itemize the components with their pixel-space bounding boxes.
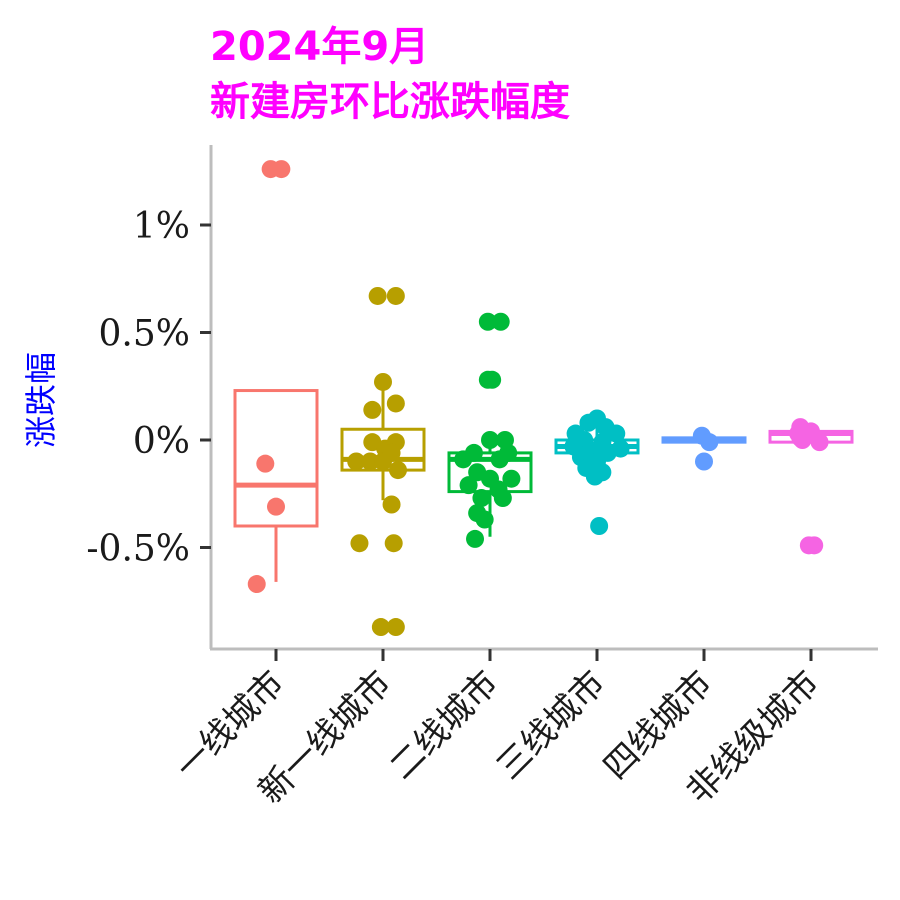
- data-point: [347, 452, 366, 471]
- data-point: [590, 517, 609, 535]
- data-point: [502, 469, 521, 488]
- data-point: [472, 489, 491, 508]
- data-point: [700, 433, 719, 452]
- data-point: [386, 286, 405, 305]
- data-point: [388, 461, 407, 480]
- data-point: [267, 497, 285, 516]
- data-point: [478, 312, 497, 331]
- data-point: [493, 489, 512, 508]
- data-point: [386, 618, 405, 637]
- y-tick-label: -0.5%: [86, 529, 190, 570]
- data-point: [695, 452, 713, 471]
- box-group: [233, 389, 319, 582]
- data-point: [481, 431, 499, 449]
- data-point: [466, 529, 485, 548]
- data-point: [454, 450, 473, 469]
- data-point: [361, 452, 380, 471]
- y-axis-label: 涨跌幅: [22, 352, 60, 448]
- y-tick-label: 0.5%: [99, 314, 190, 355]
- data-point: [382, 443, 401, 462]
- y-axis-ticks: 1% 0.5% 0% -0.5%: [86, 206, 211, 570]
- data-point: [247, 575, 266, 594]
- data-point: [374, 372, 392, 391]
- data-point: [490, 450, 509, 469]
- data-point: [371, 618, 390, 637]
- data-point: [350, 534, 369, 553]
- data-point: [272, 160, 291, 179]
- data-point: [483, 370, 502, 389]
- x-tick-label: 二线城市: [382, 663, 506, 787]
- data-point: [475, 510, 494, 529]
- data-point: [805, 536, 824, 555]
- data-point: [607, 424, 626, 443]
- data-point: [386, 394, 405, 413]
- y-tick-label: 1%: [133, 206, 190, 247]
- data-point: [459, 476, 478, 495]
- chart-title-line1: 2024年9月: [210, 24, 429, 70]
- data-point: [585, 467, 604, 486]
- box-body: [233, 389, 319, 528]
- data-point: [256, 454, 275, 473]
- x-tick-label: 三线城市: [489, 663, 613, 787]
- chart-title-line2: 新建房环比涨跌幅度: [210, 79, 570, 125]
- data-point: [384, 534, 403, 553]
- data-point: [810, 433, 829, 452]
- data-point: [791, 418, 810, 437]
- y-tick-label: 0%: [133, 421, 190, 462]
- data-point: [491, 312, 510, 331]
- data-point: [382, 495, 401, 514]
- data-point: [368, 286, 387, 305]
- plot-area: [233, 160, 854, 637]
- data-point: [363, 400, 382, 419]
